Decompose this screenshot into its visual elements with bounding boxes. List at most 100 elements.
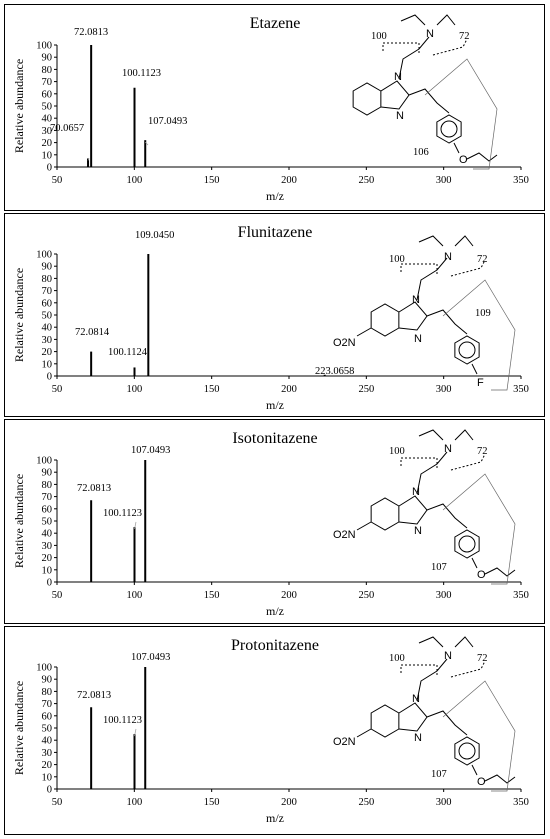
fragment-label-72: 72 — [459, 31, 470, 42]
imidazole-ring — [398, 702, 428, 732]
phenyl-ring — [436, 114, 462, 144]
imidazole-ring — [398, 495, 428, 525]
benzyl-linker — [426, 503, 468, 529]
y-tick-label: 20 — [42, 138, 53, 149]
benzene-ring — [370, 497, 400, 531]
x-axis-label: m/z — [266, 811, 284, 825]
y-tick-label: 20 — [42, 760, 53, 771]
fragment-bracket-100 — [400, 664, 438, 675]
ethyl-linker — [398, 36, 430, 80]
fragment-label-third: 107 — [431, 562, 447, 573]
y-axis-label: Relative abundance — [12, 268, 26, 362]
x-axis-label: m/z — [266, 398, 284, 412]
atom-label-n1: N — [412, 294, 420, 306]
x-tick-label: 100 — [126, 384, 142, 395]
y-tick-label: 40 — [42, 323, 53, 334]
peak-leader-line — [134, 728, 137, 737]
x-tick-label: 300 — [436, 175, 452, 186]
peak-label: 100.1124 — [108, 347, 148, 358]
structure-drawing — [356, 429, 516, 585]
phenyl-ring — [454, 335, 480, 365]
x-tick-label: 50 — [52, 384, 63, 395]
alkoxy-chain — [484, 774, 516, 784]
x-tick-label: 100 — [126, 590, 142, 601]
y-tick-label: 50 — [42, 102, 53, 113]
x-axis-label: m/z — [266, 189, 284, 203]
peak-label: 100.1123 — [122, 68, 161, 79]
peak-label: 72.0813 — [77, 690, 111, 701]
x-tick-label: 200 — [281, 384, 297, 395]
fragment-bracket-72 — [450, 453, 486, 471]
y-tick-label: 60 — [42, 298, 53, 309]
y-tick-label: 100 — [36, 41, 52, 52]
y-tick-label: 90 — [42, 468, 53, 479]
y-axis-label: Relative abundance — [12, 474, 26, 568]
atom-label-para: O — [477, 776, 486, 788]
y-tick-label: 100 — [36, 250, 52, 261]
fragment-label-72: 72 — [477, 446, 488, 457]
phenyl-ring — [454, 529, 480, 559]
y-tick-label: 20 — [42, 347, 53, 358]
y-tick-label: 80 — [42, 274, 53, 285]
phenyl-aromatic-circle — [458, 341, 476, 359]
fragment-label-third: 106 — [413, 147, 429, 158]
nitro-bond — [356, 521, 372, 531]
atom-label-para: O — [459, 154, 468, 166]
x-tick-label: 300 — [436, 590, 452, 601]
peak-leader-line — [87, 157, 90, 161]
fragment-label-72: 72 — [477, 653, 488, 664]
y-tick-label: 10 — [42, 150, 53, 161]
y-axis-label: Relative abundance — [12, 681, 26, 775]
y-tick-label: 10 — [42, 772, 53, 783]
fragment-bracket-100 — [400, 457, 438, 468]
nitro-group-label: O2N — [333, 337, 356, 349]
phenyl-aromatic-circle — [458, 742, 476, 760]
y-tick-label: 90 — [42, 675, 53, 686]
ethyl-linker — [416, 658, 448, 702]
panel-etazene: Etazene 0 10 20 30 40 50 60 70 80 90 100 50 100 150 200… — [4, 4, 545, 211]
y-tick-label: 10 — [42, 359, 53, 370]
fragment-bracket-100 — [400, 263, 438, 274]
nitro-bond — [356, 728, 372, 738]
x-tick-label: 250 — [358, 590, 374, 601]
peak-leader-line — [134, 521, 137, 530]
para-bond — [471, 557, 478, 569]
phenyl-aromatic-circle — [440, 120, 458, 138]
x-tick-label: 250 — [358, 175, 374, 186]
fragment-label-100: 100 — [389, 254, 405, 265]
x-axis-label: m/z — [266, 604, 284, 618]
x-tick-label: 200 — [281, 797, 297, 808]
panel-isotonitazene: Isotonitazene 0 10 20 30 40 50 60 70 80 90 100 50 100… — [4, 419, 545, 624]
atom-label-amine: N — [444, 650, 452, 662]
y-tick-label: 40 — [42, 736, 53, 747]
x-tick-label: 50 — [52, 590, 63, 601]
fragment-bracket-72 — [450, 259, 486, 277]
x-tick-label: 300 — [436, 797, 452, 808]
atom-label-n3: N — [414, 732, 422, 744]
y-tick-label: 0 — [47, 578, 52, 589]
n-ethyl-right — [454, 429, 474, 441]
y-tick-label: 30 — [42, 748, 53, 759]
x-tick-label: 350 — [513, 175, 529, 186]
benzene-ring — [370, 704, 400, 738]
imidazole-ring — [380, 80, 410, 110]
peak-label: 72.0813 — [77, 483, 111, 494]
fragment-label-third: 109 — [475, 308, 491, 319]
peak-label: 223.0658 — [315, 366, 354, 377]
y-tick-label: 50 — [42, 724, 53, 735]
atom-label-n3: N — [414, 333, 422, 345]
y-tick-label: 40 — [42, 114, 53, 125]
y-axis-label: Relative abundance — [12, 59, 26, 153]
x-tick-label: 200 — [281, 175, 297, 186]
fragment-outline — [442, 473, 516, 585]
y-tick-label: 70 — [42, 77, 53, 88]
structure-drawing — [356, 636, 516, 792]
atom-label-para: O — [477, 569, 486, 581]
peak-label: 72.0814 — [75, 327, 110, 338]
y-tick-label: 90 — [42, 262, 53, 273]
fragment-bracket-100 — [382, 42, 420, 53]
nitro-group-label: O2N — [333, 529, 356, 541]
y-tick-label: 90 — [42, 53, 53, 64]
